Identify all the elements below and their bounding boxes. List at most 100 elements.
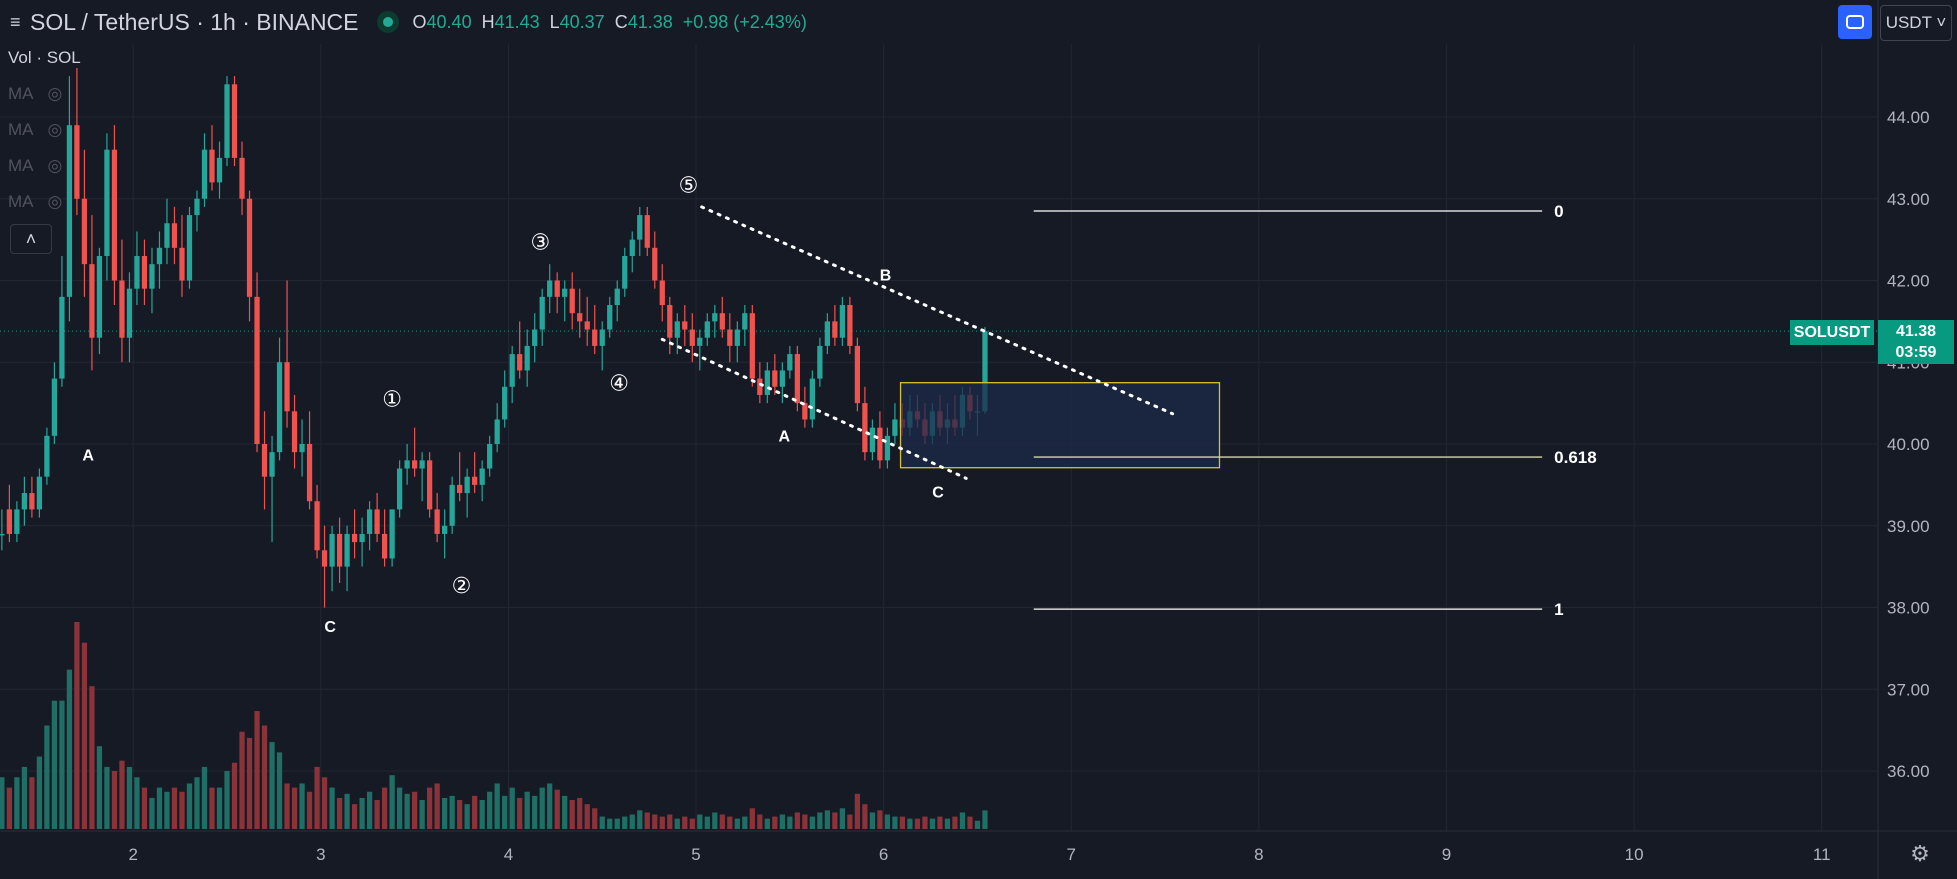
wave-label: ⑤ <box>679 173 699 198</box>
wave-label: ③ <box>530 231 550 256</box>
candle-body <box>787 354 793 371</box>
volume-bar <box>637 810 643 829</box>
volume-bar <box>854 793 861 829</box>
market-status-icon[interactable] <box>376 11 399 33</box>
volume-bar <box>682 816 688 829</box>
volume-bar <box>764 818 770 829</box>
candle-body <box>14 509 20 534</box>
menu-icon[interactable]: ≡ <box>10 11 21 32</box>
x-tick-label: 11 <box>1813 845 1831 864</box>
volume-bar <box>787 816 793 829</box>
volume-bar <box>547 783 553 829</box>
candle-body <box>366 509 373 534</box>
symbol-price-tag: SOLUSDT <box>1790 320 1874 345</box>
volume-bar <box>554 789 560 829</box>
x-tick-label: 10 <box>1625 845 1644 864</box>
candle-body <box>659 280 665 306</box>
volume-bar <box>321 777 328 829</box>
volume-bar <box>396 787 403 829</box>
candle-body <box>667 305 673 338</box>
x-tick-label: 5 <box>691 845 700 864</box>
symbol-title[interactable]: SOL / TetherUS · 1h · BINANCE <box>30 8 359 35</box>
settings-gear-icon[interactable]: ⚙ <box>1910 841 1930 866</box>
candle-body <box>689 329 695 346</box>
candle-body <box>734 329 740 346</box>
ma-label: MA <box>8 120 34 139</box>
volume-bar <box>261 725 268 829</box>
volume-bar <box>869 812 876 829</box>
candle-body <box>411 460 418 469</box>
y-tick-label: 43.00 <box>1887 190 1930 209</box>
candle-body <box>464 476 470 494</box>
candle-body <box>547 280 553 297</box>
candle-body <box>584 321 590 330</box>
y-tick-label: 40.00 <box>1887 435 1930 454</box>
candle-body <box>779 370 785 387</box>
close-value: 41.38 <box>627 11 673 32</box>
candle-body <box>74 125 80 199</box>
volume-bar <box>36 756 43 829</box>
candle-body <box>472 476 478 485</box>
candle-body <box>404 460 410 469</box>
volume-bar <box>944 818 951 829</box>
candle-body <box>607 305 613 330</box>
currency-select[interactable]: USDT ˅ <box>1880 5 1952 41</box>
volume-bar <box>141 787 148 829</box>
candle-body <box>982 331 988 412</box>
ma-indicator-2[interactable]: MA ◎ <box>8 120 62 140</box>
candle-body <box>269 452 275 477</box>
candle-body <box>869 427 876 453</box>
collapse-indicators-button[interactable]: ˄ <box>10 224 52 254</box>
ma-indicator-4[interactable]: MA ◎ <box>8 192 62 212</box>
volume-bar <box>126 766 133 829</box>
volume-indicator-label[interactable]: Vol · SOL <box>8 48 81 67</box>
candle-body <box>351 533 358 543</box>
high-label: H <box>481 11 495 32</box>
candle-body <box>817 345 823 379</box>
volume-bar <box>517 797 523 829</box>
volume-bar <box>457 800 463 829</box>
volume-bar <box>809 816 815 829</box>
candle-body <box>359 533 365 543</box>
volume-bar <box>509 787 515 829</box>
volume-bar <box>314 766 320 829</box>
candle-body <box>59 296 65 379</box>
volume-bar <box>374 800 380 829</box>
last-price-tag: 41.38 03:59 <box>1878 320 1954 364</box>
volume-bar <box>607 818 613 829</box>
volume-bars <box>0 622 988 829</box>
candle-body <box>224 84 230 158</box>
volume-bar <box>982 810 988 829</box>
close-label: C <box>614 11 628 32</box>
ma-indicator-3[interactable]: MA ◎ <box>8 156 62 176</box>
volume-bar <box>254 711 260 829</box>
screen-toggle-button[interactable] <box>1838 5 1872 39</box>
candle-body <box>652 247 658 281</box>
wave-letter-label: A <box>82 447 94 464</box>
volume-bar <box>29 777 35 829</box>
volume-bar <box>381 787 388 829</box>
volume-bar <box>427 787 433 829</box>
candle-body <box>36 476 43 510</box>
last-price: 41.38 <box>1895 323 1937 340</box>
trend-line <box>660 337 968 480</box>
candle-body <box>877 427 883 461</box>
candle-body <box>847 305 853 346</box>
candle-body <box>427 460 433 510</box>
volume-bar <box>74 622 80 829</box>
fullscreen-icon <box>1846 15 1864 29</box>
candle-body <box>622 255 628 289</box>
candle-body <box>629 239 635 256</box>
volume-bar <box>171 787 178 829</box>
candle-body <box>764 370 770 395</box>
volume-bar <box>104 766 110 829</box>
volume-bar <box>652 814 658 829</box>
candle-body <box>96 255 103 338</box>
volume-bar <box>194 777 200 829</box>
candle-body <box>772 370 778 387</box>
ma-indicator-1[interactable]: MA ◎ <box>8 84 62 104</box>
candle-body <box>299 444 305 453</box>
volume-bar <box>584 804 590 829</box>
open-value: 40.40 <box>426 11 472 32</box>
